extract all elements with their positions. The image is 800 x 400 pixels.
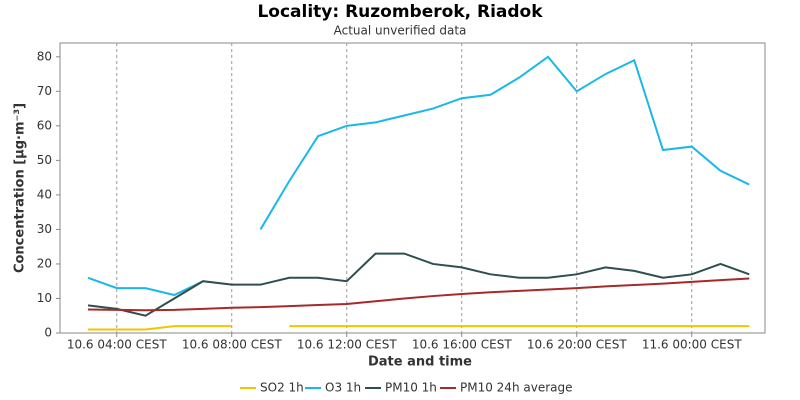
x-tick-label: 10.6 12:00 CEST — [297, 338, 398, 352]
x-tick-label: 10.6 08:00 CEST — [182, 338, 283, 352]
legend-label: SO2 1h — [260, 381, 304, 395]
x-axis-title: Date and time — [368, 355, 472, 370]
y-tick-label: 10 — [37, 291, 52, 305]
plot-frame — [59, 42, 766, 334]
x-tick-label: 10.6 20:00 CEST — [527, 338, 628, 352]
x-tick-label: 11.6 00:00 CEST — [642, 338, 743, 352]
series-line — [87, 55, 750, 297]
series-line — [87, 252, 750, 317]
legend-label: PM10 1h — [385, 381, 437, 395]
y-tick-label: 80 — [37, 49, 52, 63]
series-line — [87, 277, 750, 312]
y-tick-label: 0 — [44, 326, 52, 340]
y-axis-title: Concentration [µg·m⁻³] — [13, 103, 28, 273]
y-tick-label: 20 — [37, 256, 52, 270]
y-tick-label: 40 — [37, 187, 52, 201]
y-tick-label: 30 — [37, 222, 52, 236]
y-tick-label: 70 — [37, 84, 52, 98]
x-tick-label: 10.6 04:00 CEST — [67, 338, 168, 352]
chart-subtitle: Actual unverified data — [334, 24, 467, 38]
legend-label: O3 1h — [325, 381, 361, 395]
series-line — [88, 325, 750, 331]
y-tick-label: 50 — [37, 153, 52, 167]
y-tick-label: 60 — [37, 118, 52, 132]
chart-title: Locality: Ruzomberok, Riadok — [257, 2, 543, 22]
x-tick-label: 10.6 16:00 CEST — [412, 338, 513, 352]
legend-label: PM10 24h average — [460, 381, 573, 395]
